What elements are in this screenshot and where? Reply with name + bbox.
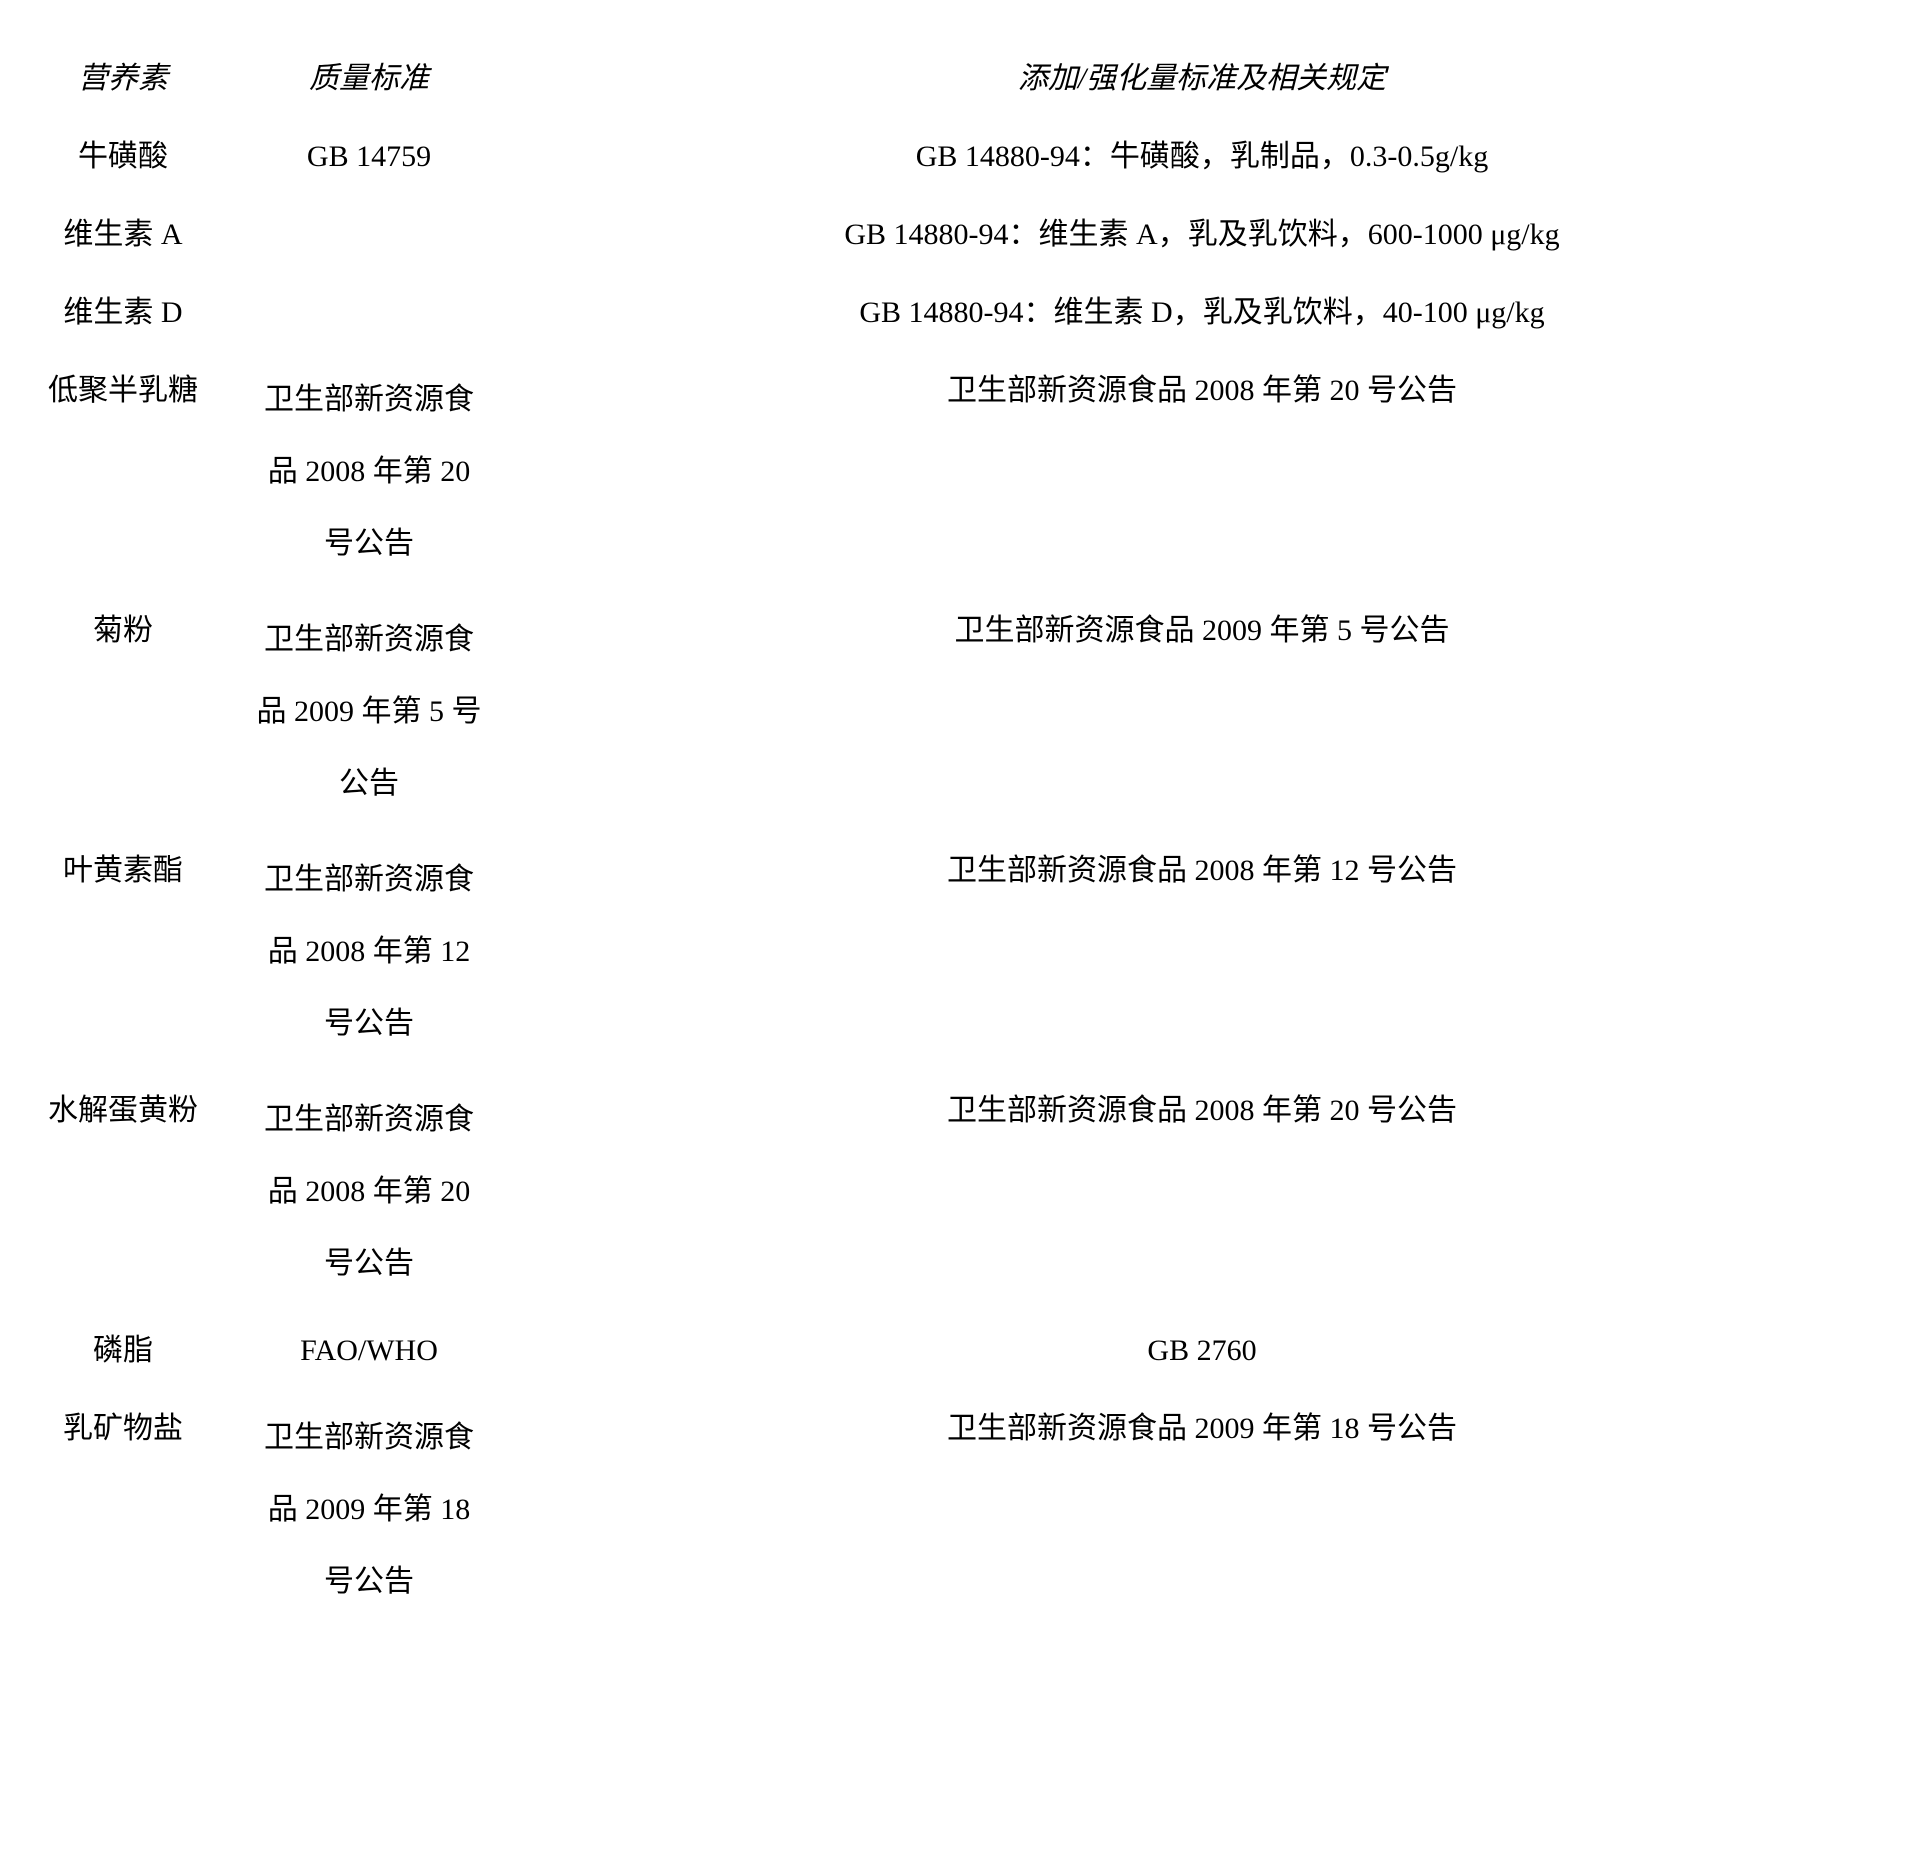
- nutrient-cell: 乳矿物盐: [30, 1390, 216, 1630]
- quality-line: 品 2009 年第 18: [224, 1474, 514, 1546]
- nutrient-cell: 磷脂: [30, 1312, 216, 1390]
- standard-cell: GB 14880-94：牛磺酸，乳制品，0.3-0.5g/kg: [522, 118, 1882, 196]
- nutrition-standards-table: 营养素 质量标准 添加/强化量标准及相关规定 牛磺酸 GB 14759 GB 1…: [30, 40, 1882, 1630]
- standard-cell: 卫生部新资源食品 2008 年第 20 号公告: [522, 352, 1882, 592]
- quality-cell: 卫生部新资源食 品 2008 年第 12 号公告: [216, 832, 522, 1072]
- header-standard: 添加/强化量标准及相关规定: [522, 40, 1882, 118]
- standard-cell: 卫生部新资源食品 2008 年第 12 号公告: [522, 832, 1882, 1072]
- standard-cell: GB 14880-94：维生素 D，乳及乳饮料，40-100 μg/kg: [522, 274, 1882, 352]
- nutrient-cell: 牛磺酸: [30, 118, 216, 196]
- quality-cell: 卫生部新资源食 品 2009 年第 5 号 公告: [216, 592, 522, 832]
- quality-line: 品 2008 年第 20: [224, 1156, 514, 1228]
- nutrient-cell: 维生素 A: [30, 196, 216, 274]
- quality-line: 号公告: [224, 508, 514, 580]
- table-row: 水解蛋黄粉 卫生部新资源食 品 2008 年第 20 号公告 卫生部新资源食品 …: [30, 1072, 1882, 1312]
- standard-cell: 卫生部新资源食品 2009 年第 18 号公告: [522, 1390, 1882, 1630]
- quality-line: 品 2009 年第 5 号: [224, 676, 514, 748]
- standard-cell: 卫生部新资源食品 2008 年第 20 号公告: [522, 1072, 1882, 1312]
- quality-line: 号公告: [224, 1228, 514, 1300]
- quality-cell: 卫生部新资源食 品 2008 年第 20 号公告: [216, 1072, 522, 1312]
- quality-line: 卫生部新资源食: [224, 844, 514, 916]
- nutrient-cell: 水解蛋黄粉: [30, 1072, 216, 1312]
- table-row: 磷脂 FAO/WHO GB 2760: [30, 1312, 1882, 1390]
- standard-cell: GB 14880-94：维生素 A，乳及乳饮料，600-1000 μg/kg: [522, 196, 1882, 274]
- quality-line: 公告: [224, 748, 514, 820]
- quality-cell: 卫生部新资源食 品 2008 年第 20 号公告: [216, 352, 522, 592]
- quality-cell: [216, 196, 522, 274]
- quality-line: 卫生部新资源食: [224, 1402, 514, 1474]
- quality-cell: FAO/WHO: [216, 1312, 522, 1390]
- table-header-row: 营养素 质量标准 添加/强化量标准及相关规定: [30, 40, 1882, 118]
- table-row: 乳矿物盐 卫生部新资源食 品 2009 年第 18 号公告 卫生部新资源食品 2…: [30, 1390, 1882, 1630]
- quality-line: 卫生部新资源食: [224, 604, 514, 676]
- table-row: 维生素 D GB 14880-94：维生素 D，乳及乳饮料，40-100 μg/…: [30, 274, 1882, 352]
- table-row: 叶黄素酯 卫生部新资源食 品 2008 年第 12 号公告 卫生部新资源食品 2…: [30, 832, 1882, 1072]
- quality-cell: [216, 274, 522, 352]
- standard-cell: 卫生部新资源食品 2009 年第 5 号公告: [522, 592, 1882, 832]
- quality-cell: GB 14759: [216, 118, 522, 196]
- table-row: 菊粉 卫生部新资源食 品 2009 年第 5 号 公告 卫生部新资源食品 200…: [30, 592, 1882, 832]
- nutrient-cell: 维生素 D: [30, 274, 216, 352]
- quality-cell: 卫生部新资源食 品 2009 年第 18 号公告: [216, 1390, 522, 1630]
- standard-cell: GB 2760: [522, 1312, 1882, 1390]
- quality-line: 品 2008 年第 12: [224, 916, 514, 988]
- table-row: 维生素 A GB 14880-94：维生素 A，乳及乳饮料，600-1000 μ…: [30, 196, 1882, 274]
- header-quality: 质量标准: [216, 40, 522, 118]
- quality-line: 号公告: [224, 988, 514, 1060]
- table-row: 低聚半乳糖 卫生部新资源食 品 2008 年第 20 号公告 卫生部新资源食品 …: [30, 352, 1882, 592]
- quality-line: 品 2008 年第 20: [224, 436, 514, 508]
- header-nutrient: 营养素: [30, 40, 216, 118]
- quality-line: 卫生部新资源食: [224, 1084, 514, 1156]
- quality-line: 卫生部新资源食: [224, 364, 514, 436]
- nutrient-cell: 叶黄素酯: [30, 832, 216, 1072]
- quality-line: 号公告: [224, 1546, 514, 1618]
- nutrient-cell: 低聚半乳糖: [30, 352, 216, 592]
- nutrient-cell: 菊粉: [30, 592, 216, 832]
- table-row: 牛磺酸 GB 14759 GB 14880-94：牛磺酸，乳制品，0.3-0.5…: [30, 118, 1882, 196]
